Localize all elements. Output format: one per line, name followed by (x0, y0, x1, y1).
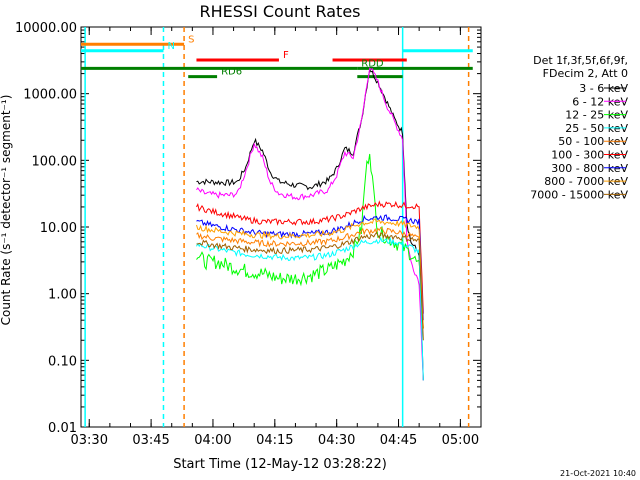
legend-entry: 7000 - 15000 keV (530, 188, 628, 201)
series-line (196, 153, 424, 329)
footer-date: 21-Oct-2021 10:40 (560, 469, 636, 478)
y-tick-label: 0.10 (48, 354, 77, 369)
legend-entry: 25 - 50 keV (565, 122, 628, 135)
x-tick-label: 04:00 (194, 433, 231, 448)
series-line (196, 67, 424, 381)
legend-entry: 50 - 100 keV (558, 135, 628, 148)
series-line (196, 200, 424, 314)
legend-entry: 12 - 25 keV (565, 109, 628, 122)
legend-entry: 3 - 6 keV (579, 82, 628, 95)
chart-title: RHESSI Count Rates (200, 2, 361, 21)
y-tick-label: 10000.00 (15, 21, 77, 36)
flag-label: S (188, 34, 194, 45)
x-tick-label: 04:30 (318, 433, 355, 448)
legend-title-line-1: Det 1f,3f,5f,6f,9f, (533, 54, 628, 67)
x-tick-label: 03:30 (71, 433, 108, 448)
plot-area: 0.01 0.10 1.00 10.00 100.00 1000.00 10000.00 03… (15, 21, 482, 448)
legend-entry: 300 - 800 keV (551, 162, 628, 175)
x-tick-label: 03:45 (132, 433, 169, 448)
y-tick-label: 100.00 (32, 154, 78, 169)
flag-label: N (167, 41, 174, 52)
y-tick-label: 1.00 (48, 288, 77, 303)
legend-entry: 100 - 300 keV (551, 149, 628, 162)
legend-title-line-2: FDecim 2, Att 0 (543, 67, 628, 80)
x-tick-label: 05:00 (442, 433, 479, 448)
y-tick-label: 0.01 (48, 421, 77, 436)
x-tick-label: 04:45 (380, 433, 417, 448)
series-line (196, 236, 424, 381)
series-line (196, 68, 424, 381)
legend-entry: 6 - 12 keV (572, 95, 628, 108)
legend-entry: 800 - 7000 keV (544, 175, 628, 188)
y-axis-label: Count Rate (s⁻¹ detector⁻¹ segment⁻¹) (0, 95, 13, 326)
y-tick-label: 1000.00 (23, 88, 77, 103)
flag-label: RD6 (221, 67, 242, 78)
series-line (196, 226, 424, 329)
flag-label: RDD (361, 58, 384, 69)
x-axis-label: Start Time (12-May-12 03:28:22) (173, 457, 387, 472)
series-line (196, 231, 424, 341)
series-line (196, 218, 424, 329)
flag-label: F (283, 50, 289, 61)
plot-frame (80, 26, 482, 428)
x-tick-label: 04:15 (256, 433, 293, 448)
y-tick-label: 10.00 (40, 221, 77, 236)
series-line (196, 214, 424, 321)
